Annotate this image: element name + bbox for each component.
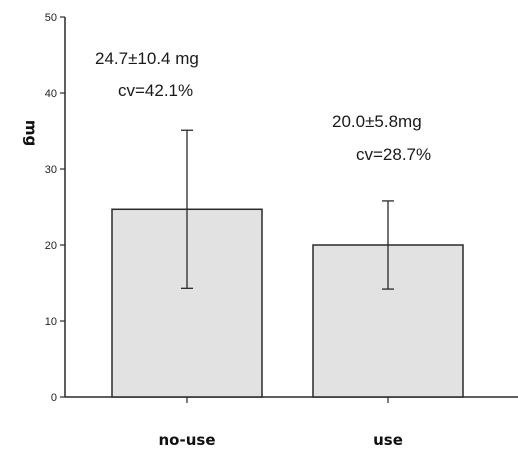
annotation-no-use-cv: cv=42.1% xyxy=(118,81,193,100)
y-tick-label-10: 10 xyxy=(45,316,57,328)
y-tick-label-40: 40 xyxy=(45,88,57,100)
annotation-use-stats: 20.0±5.8mg xyxy=(332,112,422,131)
x-tick-label-use: use xyxy=(373,431,403,449)
annotation-no-use-stats: 24.7±10.4 mg xyxy=(95,49,199,68)
x-tick-label-no-use: no-use xyxy=(159,431,216,449)
annotation-use-cv: cv=28.7% xyxy=(356,145,431,164)
y-axis-label: mg xyxy=(22,120,40,146)
y-tick-label-50: 50 xyxy=(45,12,57,24)
y-tick-label-0: 0 xyxy=(51,392,57,404)
y-tick-label-30: 30 xyxy=(45,164,57,176)
plot-area: 0 10 20 30 40 50 no-use use xyxy=(45,12,518,449)
y-tick-label-20: 20 xyxy=(45,240,57,252)
